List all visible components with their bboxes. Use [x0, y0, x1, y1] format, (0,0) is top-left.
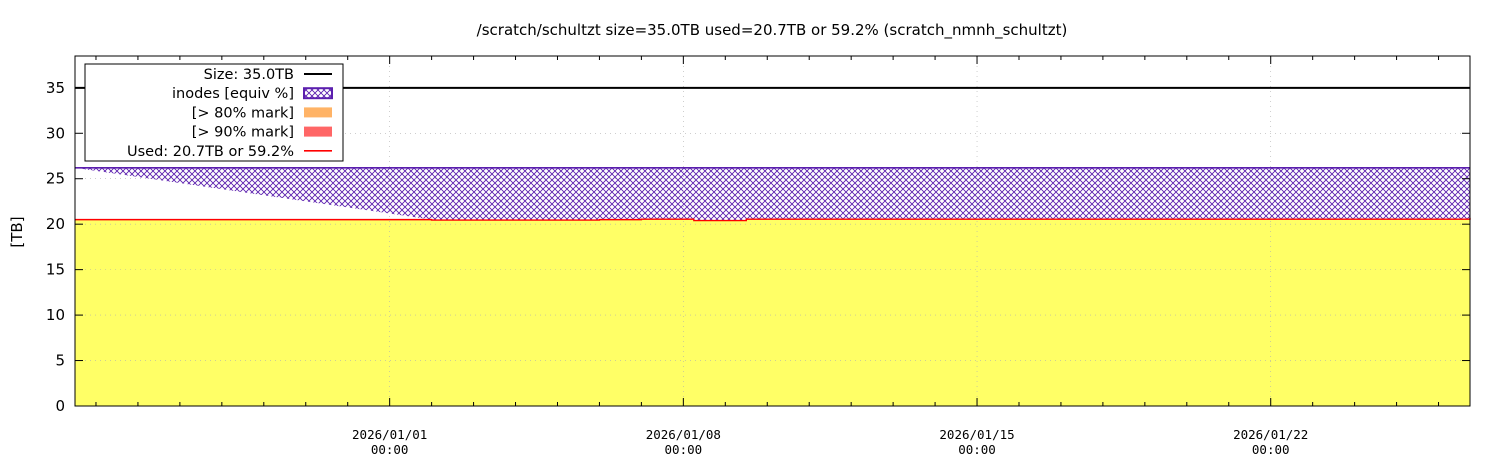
inodes-band	[75, 167, 1470, 221]
x-tick-label-date: 2026/01/08	[646, 427, 721, 442]
x-tick-label-time: 00:00	[371, 442, 409, 457]
legend-label: inodes [equiv %]	[172, 86, 294, 102]
x-tick-label-time: 00:00	[958, 442, 996, 457]
y-tick-label: 15	[46, 261, 65, 279]
x-tick-label-date: 2026/01/22	[1233, 427, 1308, 442]
legend-swatch-mark	[304, 107, 332, 118]
x-tick-label-time: 00:00	[665, 442, 703, 457]
legend-swatch-inodes	[303, 87, 333, 100]
plot-area: 051015202530352026/01/0100:002026/01/080…	[46, 55, 1471, 457]
y-axis-label: [TB]	[8, 216, 26, 247]
y-tick-label: 35	[46, 79, 65, 97]
used-area	[75, 217, 1470, 406]
y-tick-label: 20	[46, 215, 65, 233]
chart-title: /scratch/schultzt size=35.0TB used=20.7T…	[477, 21, 1068, 40]
x-tick-label-date: 2026/01/15	[939, 427, 1014, 442]
y-tick-label: 10	[46, 306, 65, 324]
legend-label: [> 80% mark]	[192, 105, 294, 121]
legend-swatch-mark	[304, 126, 332, 137]
legend: Size: 35.0TB inodes [equiv %] [> 80% mark]…	[84, 63, 344, 162]
legend-label: Used: 20.7TB or 59.2%	[127, 144, 294, 160]
used-line	[75, 217, 1471, 222]
y-tick-label: 5	[55, 352, 65, 370]
legend-label: Size: 35.0TB	[204, 67, 294, 83]
y-tick-label: 30	[46, 124, 65, 142]
legend-box	[84, 63, 344, 162]
x-tick-label-time: 00:00	[1252, 442, 1290, 457]
plot-frame	[74, 55, 1471, 407]
y-tick-label: 25	[46, 170, 65, 188]
legend-label: [> 90% mark]	[192, 125, 294, 141]
y-tick-label: 0	[55, 397, 65, 415]
x-tick-label-date: 2026/01/01	[352, 427, 427, 442]
